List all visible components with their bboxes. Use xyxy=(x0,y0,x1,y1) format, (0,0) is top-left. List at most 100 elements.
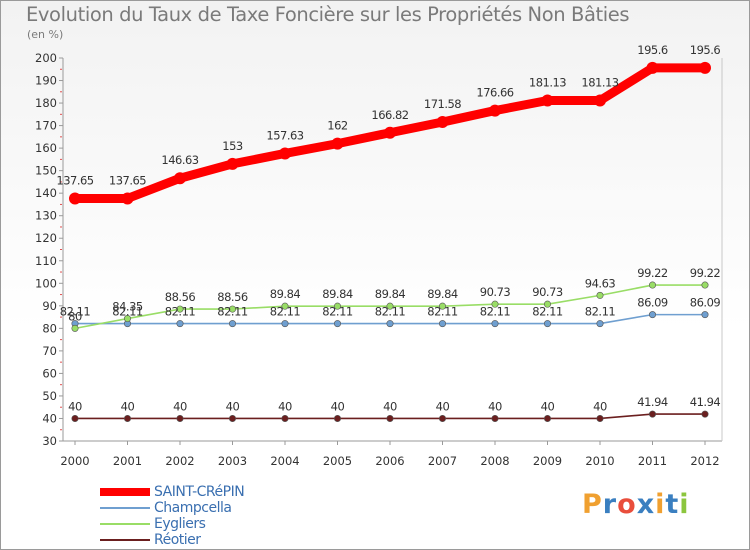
data-point xyxy=(124,414,132,422)
data-label: 86.09 xyxy=(690,296,721,310)
data-label: 137.65 xyxy=(56,173,93,187)
x-tick-label: 2010 xyxy=(585,454,614,468)
logo-letter: P xyxy=(582,489,603,520)
data-point xyxy=(491,300,499,308)
data-point xyxy=(648,311,656,319)
data-label: 157.63 xyxy=(266,128,303,142)
data-point xyxy=(384,126,396,139)
y-tick-label: 130 xyxy=(35,209,57,223)
logo-letter: i xyxy=(655,489,666,520)
y-tick-label: 120 xyxy=(35,231,57,245)
data-label: 86.09 xyxy=(637,296,668,310)
data-label: 94.63 xyxy=(585,276,616,290)
data-label: 181.13 xyxy=(581,76,618,90)
y-tick-label: 180 xyxy=(35,96,57,110)
data-point xyxy=(491,414,499,422)
data-point xyxy=(543,300,551,308)
data-point xyxy=(543,320,551,328)
data-point xyxy=(279,147,291,160)
logo-letter: o xyxy=(617,489,637,520)
data-point xyxy=(594,94,606,107)
data-label: 166.82 xyxy=(371,108,408,122)
legend-swatch xyxy=(100,523,150,525)
data-label: 40 xyxy=(436,399,450,413)
legend-label: SAINT-CRéPIN xyxy=(154,484,245,500)
data-label: 153 xyxy=(222,139,243,153)
data-point xyxy=(386,302,394,310)
data-point xyxy=(71,414,79,422)
data-point xyxy=(543,414,551,422)
data-label: 90.73 xyxy=(480,285,511,299)
x-tick-label: 2003 xyxy=(218,454,247,468)
data-point xyxy=(229,414,237,422)
data-label: 82.11 xyxy=(217,305,248,319)
data-point xyxy=(281,302,289,310)
data-label: 82.11 xyxy=(60,305,91,319)
proxiti-logo: Proxiti xyxy=(582,489,690,520)
data-point xyxy=(491,320,499,328)
data-label: 40 xyxy=(541,399,555,413)
y-tick-label: 90 xyxy=(42,299,57,313)
y-tick-label: 30 xyxy=(42,434,57,448)
data-label: 176.66 xyxy=(476,86,513,100)
data-label: 84.35 xyxy=(112,300,143,314)
data-label: 40 xyxy=(593,399,607,413)
data-label: 99.22 xyxy=(690,266,721,280)
data-label: 137.65 xyxy=(109,173,146,187)
data-point xyxy=(281,414,289,422)
data-point xyxy=(596,291,604,299)
legend-swatch xyxy=(100,539,150,541)
data-point xyxy=(333,414,341,422)
legend-label: Champcella xyxy=(154,500,232,516)
data-point xyxy=(333,302,341,310)
y-tick-label: 40 xyxy=(42,411,57,425)
data-point xyxy=(438,320,446,328)
data-point xyxy=(331,137,344,150)
data-point xyxy=(176,320,184,328)
x-tick-label: 2007 xyxy=(428,454,457,468)
data-label: 82.11 xyxy=(375,305,406,319)
data-point xyxy=(648,281,656,289)
x-tick-label: 2005 xyxy=(323,454,352,468)
data-point xyxy=(281,320,289,328)
data-label: 40 xyxy=(331,399,345,413)
logo-letter: t xyxy=(665,489,680,520)
x-tick-label: 2006 xyxy=(375,454,404,468)
data-label: 89.84 xyxy=(322,287,353,301)
data-label: 88.56 xyxy=(165,290,196,304)
data-point xyxy=(226,157,239,170)
logo-letter: r xyxy=(602,489,618,520)
data-label: 88.56 xyxy=(217,290,248,304)
data-label: 82.11 xyxy=(112,305,143,319)
data-point xyxy=(176,305,184,313)
data-label: 162 xyxy=(327,119,348,133)
data-point xyxy=(121,192,134,205)
data-point xyxy=(124,315,132,323)
data-label: 171.58 xyxy=(424,97,461,111)
data-label: 40 xyxy=(121,399,135,413)
x-tick-label: 2000 xyxy=(60,454,89,468)
x-tick-label: 2008 xyxy=(480,454,509,468)
data-point xyxy=(596,320,604,328)
data-point xyxy=(489,104,501,117)
data-point xyxy=(701,281,709,289)
x-tick-label: 2012 xyxy=(690,454,719,468)
x-tick-label: 2004 xyxy=(270,454,299,468)
data-label: 89.84 xyxy=(375,287,406,301)
data-label: 40 xyxy=(68,399,82,413)
data-label: 82.11 xyxy=(270,305,301,319)
data-point xyxy=(701,311,709,319)
data-point xyxy=(69,192,81,205)
legend-swatch xyxy=(100,488,150,496)
data-label: 90.73 xyxy=(532,285,563,299)
chart-title: Evolution du Taux de Taxe Foncière sur l… xyxy=(26,3,630,26)
data-point xyxy=(174,172,186,185)
legend-label: Eygliers xyxy=(154,516,206,532)
data-label: 89.84 xyxy=(427,287,458,301)
data-point xyxy=(646,61,659,74)
data-label: 146.63 xyxy=(161,153,198,167)
data-label: 40 xyxy=(173,399,187,413)
data-label: 40 xyxy=(226,399,240,413)
data-label: 40 xyxy=(383,399,397,413)
